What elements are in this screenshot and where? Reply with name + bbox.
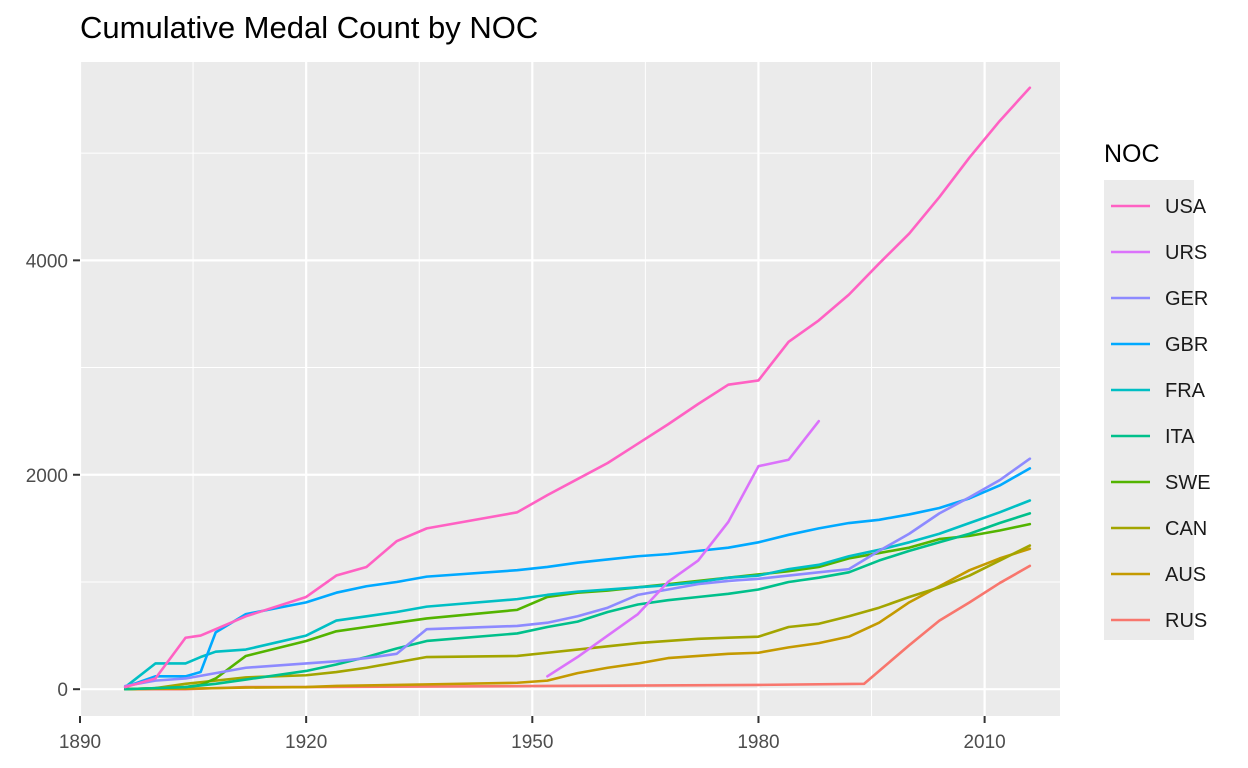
x-tick-label: 1890 — [59, 732, 101, 753]
series-layer — [123, 86, 1032, 691]
x-axis: 1890 1920 1950 1980 2010 — [59, 716, 1006, 753]
y-tick-label: 0 — [57, 680, 68, 701]
series-line-urs — [546, 419, 821, 678]
y-axis: 0 2000 4000 — [26, 251, 80, 701]
legend-label-fra: FRA — [1165, 380, 1206, 402]
legend-label-urs: URS — [1165, 242, 1207, 264]
x-tick-label: 1950 — [511, 732, 553, 753]
series-line-ger — [123, 457, 1032, 688]
y-tick-label: 2000 — [26, 466, 68, 487]
x-tick-label: 2010 — [963, 732, 1005, 753]
legend-label-gbr: GBR — [1165, 334, 1208, 356]
legend-label-can: CAN — [1165, 518, 1207, 540]
series-line-fra — [123, 499, 1032, 689]
legend-label-ita: ITA — [1165, 426, 1195, 448]
legend-label-swe: SWE — [1165, 472, 1211, 494]
legend-items: USA URS GER GBR FRA ITA SWE CAN AUS RUS — [1111, 196, 1211, 632]
legend-key-background — [1104, 180, 1194, 640]
legend-label-usa: USA — [1165, 196, 1207, 218]
series-line-usa — [123, 86, 1032, 689]
plot-panel — [80, 62, 1060, 716]
x-tick-label: 1920 — [285, 732, 327, 753]
legend-title: NOC — [1104, 140, 1160, 168]
legend-label-aus: AUS — [1165, 564, 1206, 586]
legend: NOC USA URS GER GBR FRA ITA SWE CAN AUS RUS — [1104, 140, 1211, 640]
y-tick-label: 4000 — [26, 251, 68, 272]
grid-minor — [80, 62, 1060, 716]
x-tick-label: 1980 — [737, 732, 779, 753]
chart-title: Cumulative Medal Count by NOC — [80, 10, 538, 45]
grid-major — [78, 62, 1060, 716]
legend-label-ger: GER — [1165, 288, 1208, 310]
legend-label-rus: RUS — [1165, 610, 1207, 632]
series-line-aus — [123, 547, 1032, 691]
series-line-ita — [123, 512, 1032, 691]
